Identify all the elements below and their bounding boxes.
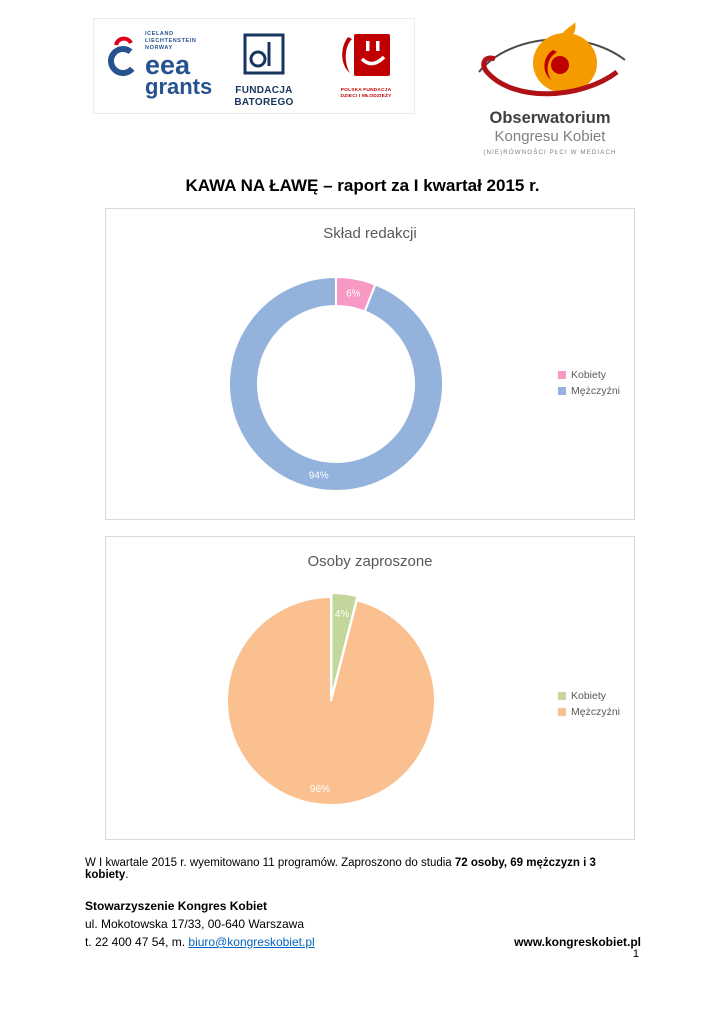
pfdim-logo: POLSKA FUNDACJA DZIECI I MŁODZIEŻY bbox=[328, 31, 404, 101]
footer-contact-prefix: t. 22 400 47 54, m. bbox=[85, 935, 189, 949]
legend-label: Kobiety bbox=[570, 690, 607, 702]
batory-wordmark: FUNDACJA BATOREGO bbox=[232, 85, 296, 109]
footer-contact-line: t. 22 400 47 54, m. biuro@kongreskobiet.… bbox=[85, 933, 641, 951]
legend-label: Mężczyźni bbox=[570, 385, 620, 397]
document-title: KAWA NA ŁAWĘ – raport za I kwartał 2015 … bbox=[185, 176, 540, 195]
chart-legend: Kobiety Mężczyźni bbox=[557, 365, 620, 401]
eea-countries: ICELAND LIECHTENSTEIN NORWAY bbox=[145, 31, 212, 52]
legend-item: Mężczyźni bbox=[557, 706, 620, 718]
okk-subtitle: Kongresu Kobiet bbox=[494, 127, 606, 145]
eea-swirl-icon bbox=[108, 36, 138, 76]
eea-wordmark-2: grants bbox=[145, 74, 213, 100]
chart-title: Skład redakcji bbox=[323, 225, 417, 242]
email-link[interactable]: biuro@kongreskobiet.pl bbox=[188, 935, 315, 949]
pie-segment-mężczyźni bbox=[228, 275, 445, 492]
data-label: 96% bbox=[310, 784, 330, 795]
eye-icon bbox=[478, 22, 626, 97]
eea-text-block: ICELAND LIECHTENSTEIN NORWAY eea grants bbox=[145, 31, 212, 98]
chart-title: Osoby zaproszone bbox=[307, 553, 433, 570]
page-number: 1 bbox=[632, 948, 639, 960]
batory-square-icon bbox=[243, 33, 285, 75]
batory-line1: FUNDACJA bbox=[235, 85, 293, 96]
chart-box-sklad-redakcji: Skład redakcji 6% 94% Kobiety Mężczyźni bbox=[105, 208, 635, 520]
donut-chart: 6% 94% bbox=[228, 275, 445, 492]
fundacja-batorego-logo: FUNDACJA BATOREGO bbox=[232, 32, 296, 109]
pfdim-line2: DZIECI I MŁODZIEŻY bbox=[340, 94, 392, 100]
pfdim-line1: POLSKA FUNDACJA bbox=[340, 88, 392, 93]
obserwatorium-logo: Obserwatorium Kongresu Kobiet (NIE)RÓWNO… bbox=[452, 20, 648, 156]
legend-item: Kobiety bbox=[557, 369, 620, 381]
footer-address: ul. Mokotowska 17/33, 00-640 Warszawa bbox=[85, 917, 304, 931]
summary-paragraph: W I kwartale 2015 r. wyemitowano 11 prog… bbox=[85, 857, 641, 881]
footer: Stowarzyszenie Kongres Kobiet ul. Mokoto… bbox=[85, 897, 641, 951]
logo-strip: ICELAND LIECHTENSTEIN NORWAY eea grants … bbox=[93, 18, 415, 114]
legend-swatch bbox=[557, 387, 566, 395]
legend-label: Kobiety bbox=[570, 369, 607, 381]
legend-swatch bbox=[557, 692, 566, 700]
legend-swatch bbox=[557, 708, 566, 716]
eea-country: ICELAND bbox=[145, 31, 174, 37]
eea-wordmark: eea bbox=[145, 50, 191, 81]
pie-segment-mężczyźni bbox=[226, 595, 436, 806]
legend-item: Mężczyźni bbox=[557, 385, 620, 397]
pie-chart: 4% 96% bbox=[226, 592, 436, 806]
pfdim-caption: POLSKA FUNDACJA DZIECI I MŁODZIEŻY bbox=[328, 88, 404, 101]
batory-line2: BATOREGO bbox=[234, 97, 294, 108]
legend-item: Kobiety bbox=[557, 690, 620, 702]
data-label: 6% bbox=[346, 289, 361, 300]
legend-swatch bbox=[557, 371, 566, 379]
data-label: 4% bbox=[335, 609, 350, 620]
legend-label: Mężczyźni bbox=[570, 706, 620, 718]
footer-website: www.kongreskobiet.pl bbox=[514, 935, 641, 949]
summary-suffix: . bbox=[125, 869, 129, 881]
chart-legend: Kobiety Mężczyźni bbox=[557, 686, 620, 722]
eea-grants-logo: ICELAND LIECHTENSTEIN NORWAY eea grants bbox=[106, 31, 212, 98]
eea-country: LIECHTENSTEIN bbox=[145, 38, 197, 45]
pfdim-smiley-icon bbox=[342, 34, 390, 76]
data-label: 94% bbox=[309, 470, 329, 481]
okk-tagline: (NIE)RÓWNOŚCI PŁCI W MEDIACH bbox=[483, 149, 617, 157]
summary-bold: 72 osoby, 69 mężczyzn i 3 kobiety bbox=[85, 857, 596, 881]
eea-country: NORWAY bbox=[145, 45, 173, 52]
okk-title: Obserwatorium bbox=[489, 109, 611, 127]
summary-prefix: W I kwartale 2015 r. wyemitowano 11 prog… bbox=[85, 857, 455, 869]
footer-org: Stowarzyszenie Kongres Kobiet bbox=[85, 899, 268, 913]
chart-box-osoby-zaproszone: Osoby zaproszone 4% 96% Kobiety Mężczyźni bbox=[105, 536, 635, 840]
